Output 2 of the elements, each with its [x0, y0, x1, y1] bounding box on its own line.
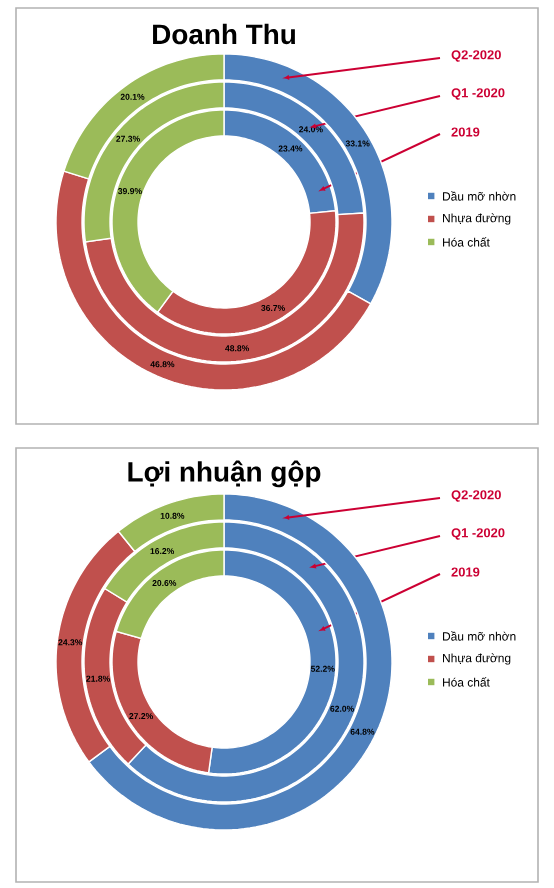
- chart-title: Lợi nhuận gộp: [128, 460, 321, 488]
- chart-title: Doanh Thu: [153, 23, 295, 45]
